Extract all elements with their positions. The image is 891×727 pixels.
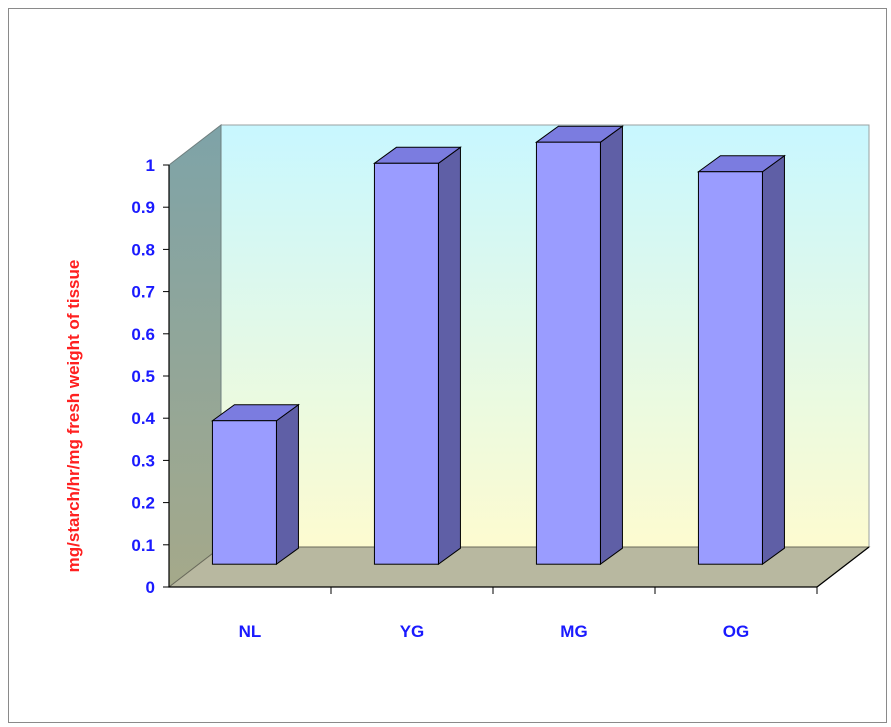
bar-front [535, 141, 601, 565]
bar-front [373, 162, 439, 565]
x-tick-label: NL [239, 622, 262, 641]
y-tick-label: 0.2 [131, 494, 155, 513]
x-tick-label: OG [723, 622, 749, 641]
bar-side [275, 403, 299, 566]
y-tick-label: 0.1 [131, 536, 155, 555]
bar-front [211, 420, 277, 565]
y-tick-label: 0.8 [131, 240, 155, 259]
y-tick-label: 1 [146, 156, 155, 175]
x-tick-label: MG [560, 622, 587, 641]
y-tick-labels: 0 0.1 0.2 0.3 0.4 0.5 0.6 0.7 0.8 0.9 1 [131, 156, 155, 597]
bar-front [697, 171, 763, 565]
bar-og [696, 154, 786, 566]
x-tick-labels: NL YG MG OG [239, 622, 750, 641]
y-tick-label: 0 [146, 578, 155, 597]
y-tick-label: 0.5 [131, 367, 155, 386]
y-tick-label: 0.6 [131, 325, 155, 344]
y-tick-label: 0.4 [131, 409, 155, 428]
y-tick-label: 0.9 [131, 198, 155, 217]
axis-ticks [163, 164, 870, 594]
y-tick-label: 0.7 [131, 283, 155, 302]
y-axis-title: mg/starch/hr/mg fresh weight of tissue [64, 260, 83, 573]
chart-frame: 0 0.1 0.2 0.3 0.4 0.5 0.6 0.7 0.8 0.9 1 NL YG MG OG m… [8, 8, 887, 723]
bar-mg [534, 125, 624, 566]
bar-chart: 0 0.1 0.2 0.3 0.4 0.5 0.6 0.7 0.8 0.9 1 NL YG MG OG m… [64, 123, 871, 641]
floor-edge [816, 546, 870, 588]
bar-side [599, 125, 623, 566]
bar-side [761, 154, 785, 566]
x-tick-label: YG [400, 622, 425, 641]
bar-nl [210, 403, 300, 566]
y-tick-label: 0.3 [131, 451, 155, 470]
bars [210, 125, 786, 566]
bar-yg [372, 146, 462, 566]
bar-side [437, 146, 461, 566]
